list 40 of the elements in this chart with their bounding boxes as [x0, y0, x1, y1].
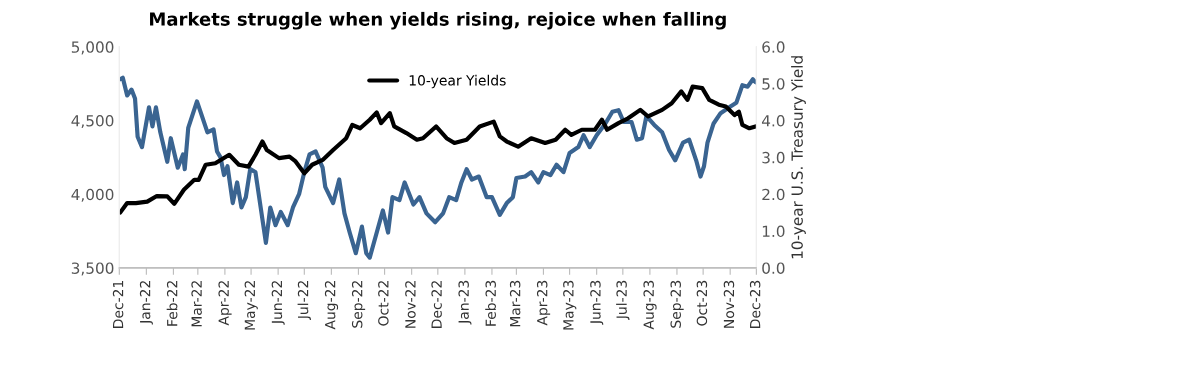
y2-tick-label: 3.0: [762, 151, 785, 164]
y2-axis-title: 10-year U.S. Treasury Yield: [791, 56, 806, 259]
x-tick-label: May-23: [563, 280, 577, 330]
chart-title: Markets struggle when yields rising, rejoice when falling: [150, 11, 726, 30]
x-tick-label: Mar-23: [509, 280, 521, 327]
x-tick-label: Sep-23: [670, 280, 684, 328]
y-tick-label: 3,500: [71, 262, 114, 276]
x-tick-label: May-22: [244, 281, 258, 330]
x-tick-label: Jan-22: [139, 281, 153, 325]
x-tick-label: Aug-22: [324, 281, 339, 330]
x-tick-label: Dec-21: [112, 281, 124, 328]
y-tick-label: 4,000: [71, 188, 114, 202]
y-tick-label: 5,000: [71, 41, 114, 55]
x-tick-label: Apr-22: [218, 281, 232, 326]
x-tick-label: Jul-22: [297, 281, 311, 320]
y2-tick-label: 2.0: [762, 188, 785, 201]
x-tick-label: Nov-22: [405, 281, 416, 328]
x-tick-label: Aug-23: [643, 280, 657, 330]
x-tick-label: Jan-23: [458, 280, 472, 325]
x-tick-label: Jun-22: [271, 281, 285, 325]
y2-tick-label: 4.0: [761, 115, 785, 127]
x-tick-label: Nov-23: [723, 280, 735, 328]
x-tick-label: Feb-22: [166, 281, 178, 326]
x-tick-label: Apr-23: [536, 280, 551, 326]
y2-tick-label: 1.0: [762, 225, 785, 238]
line-series: [119, 75, 757, 260]
x-tick-label: Jul-23: [616, 280, 630, 320]
x-tick-label: Oct-23: [696, 280, 708, 326]
x-tick-label: Mar-22: [191, 281, 202, 327]
x-tick-label: Dec-22: [431, 281, 442, 328]
y2-tick-label: 5.0: [762, 78, 785, 90]
y2-tick-label: 6.0: [762, 41, 785, 53]
x-tick-label: Oct-22: [378, 281, 389, 326]
x-tick-label: Feb-23: [485, 280, 496, 326]
y-tick-label: 4,500: [71, 115, 114, 129]
x-tick-label: Sep-22: [351, 281, 366, 328]
x-tick-label: Dec-23: [749, 280, 761, 328]
x-tick-label: Jun-23: [590, 280, 604, 325]
legend-label: 10-year Yields: [409, 74, 506, 89]
y2-tick-label: 0.0: [762, 262, 785, 274]
